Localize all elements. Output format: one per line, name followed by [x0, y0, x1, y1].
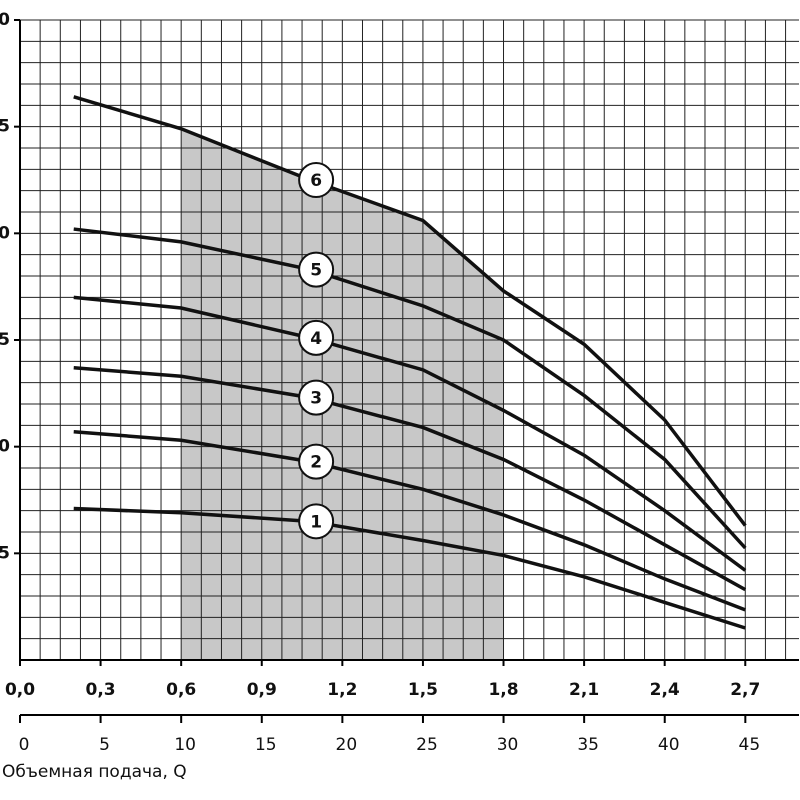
legend-label: 3 [310, 389, 322, 409]
x2-tick-label: 35 [577, 735, 599, 755]
x-tick-label: 0,9 [247, 680, 277, 700]
curve-label-badge [298, 443, 335, 480]
y-tick-label: 0 [0, 223, 10, 243]
x2-tick-label: 45 [739, 735, 761, 755]
curve-label-badge [298, 162, 335, 198]
x-tick-label: 0,6 [166, 680, 196, 700]
x2-tick-label: 5 [99, 735, 110, 755]
legend-label: 6 [310, 171, 322, 191]
y-tick-label: 5 [0, 117, 10, 137]
x-tick-label: 2,4 [650, 680, 680, 700]
curve [73, 365, 747, 592]
x2-tick-label: 40 [658, 735, 680, 755]
x-axis-label: Объемная подача, Q [2, 762, 187, 782]
legend-label: 2 [310, 453, 322, 473]
curve [73, 429, 746, 612]
x-tick-label: 2,1 [569, 680, 599, 700]
x-tick-label: 2,7 [730, 680, 760, 700]
x-tick-label: 0,3 [86, 680, 116, 700]
curve-label-badge [298, 379, 335, 416]
x2-tick-label: 10 [174, 735, 196, 755]
legend-label: 1 [310, 512, 322, 532]
curve [73, 295, 747, 572]
y-tick-label: 0 [0, 437, 10, 457]
x-tick-label: 1,5 [408, 680, 438, 700]
x2-tick-label: 25 [416, 735, 438, 755]
curve-label-badge [298, 319, 335, 356]
curve-label-badge [298, 503, 335, 540]
legend-label: 5 [310, 261, 322, 281]
curve [73, 506, 746, 630]
legend-label: 4 [310, 329, 322, 349]
x-tick-label: 0,0 [5, 680, 35, 700]
y-tick-label: 5 [0, 543, 10, 563]
x-tick-label: 1,8 [488, 680, 518, 700]
y-tick-label: 5 [0, 330, 10, 350]
x2-tick-label: 30 [497, 735, 519, 755]
curve [73, 227, 747, 550]
x2-tick-label: 0 [19, 735, 30, 755]
x2-tick-label: 15 [255, 735, 277, 755]
y-tick-label: 0 [0, 10, 10, 30]
curve-label-badge [298, 251, 335, 288]
x2-tick-label: 20 [336, 735, 358, 755]
curve [73, 95, 747, 527]
x-tick-label: 1,2 [327, 680, 357, 700]
